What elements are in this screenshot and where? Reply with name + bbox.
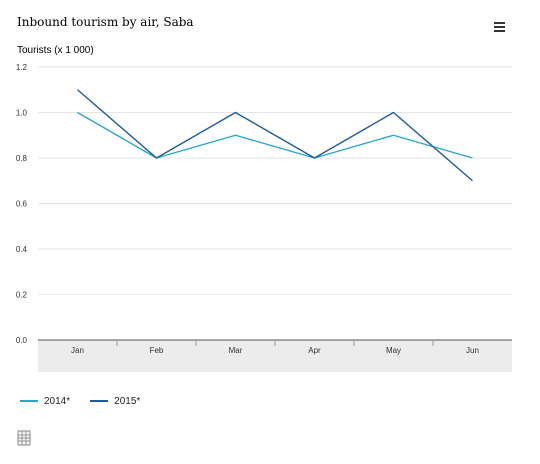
data-point[interactable] bbox=[392, 111, 396, 115]
hamburger-menu-icon-bar bbox=[494, 26, 505, 28]
legend-item-2015[interactable]: 2015* bbox=[90, 396, 140, 407]
y-tick-label: 0.2 bbox=[16, 291, 28, 300]
legend-swatch-2015 bbox=[90, 400, 109, 402]
data-point[interactable] bbox=[392, 133, 396, 137]
grid-lines bbox=[38, 66, 512, 341]
legend-label-2015: 2015* bbox=[114, 395, 141, 407]
x-tick-label: Feb bbox=[150, 346, 164, 355]
x-tick-label: Apr bbox=[308, 346, 321, 355]
legend: 2014* 2015* bbox=[20, 393, 160, 409]
x-axis-band bbox=[38, 339, 512, 372]
chart-menu-button[interactable] bbox=[494, 20, 510, 34]
y-tick-label: 0.0 bbox=[16, 336, 28, 345]
spreadsheet-export-icon[interactable] bbox=[17, 430, 31, 446]
y-tick-label: 1.0 bbox=[16, 109, 28, 118]
data-point[interactable] bbox=[234, 111, 238, 115]
series-line-2014 bbox=[77, 111, 473, 159]
data-point[interactable] bbox=[76, 88, 80, 92]
legend-item-2014[interactable]: 2014* bbox=[20, 396, 70, 407]
x-tick-labels: Jan Feb Mar Apr May Jun bbox=[71, 346, 479, 355]
x-tick-label: May bbox=[386, 346, 401, 355]
legend-swatch-2014 bbox=[20, 400, 38, 402]
y-tick-label: 0.8 bbox=[16, 154, 28, 163]
data-point[interactable] bbox=[76, 111, 80, 115]
data-point[interactable] bbox=[471, 156, 475, 160]
data-point[interactable] bbox=[234, 133, 238, 137]
hamburger-menu-icon-bar bbox=[494, 30, 505, 32]
legend-label-2014: 2014* bbox=[44, 395, 71, 407]
chart-title: Inbound tourism by air, Saba bbox=[17, 15, 194, 29]
x-tick-label: Mar bbox=[229, 346, 243, 355]
data-point[interactable] bbox=[471, 179, 475, 183]
series-lines bbox=[76, 88, 475, 183]
y-tick-label: 0.6 bbox=[16, 200, 28, 209]
y-axis-label: Tourists (x 1 000) bbox=[17, 45, 94, 56]
x-tick-label: Jan bbox=[71, 346, 84, 355]
hamburger-menu-icon bbox=[494, 22, 505, 24]
series-line-2015 bbox=[77, 89, 473, 182]
data-point[interactable] bbox=[313, 156, 317, 160]
y-tick-label: 0.4 bbox=[16, 245, 28, 254]
y-tick-labels: 0.0 0.2 0.4 0.6 0.8 1.0 1.2 bbox=[16, 63, 28, 345]
x-tick-label: Jun bbox=[466, 346, 479, 355]
y-tick-label: 1.2 bbox=[16, 63, 28, 72]
data-point[interactable] bbox=[155, 156, 159, 160]
